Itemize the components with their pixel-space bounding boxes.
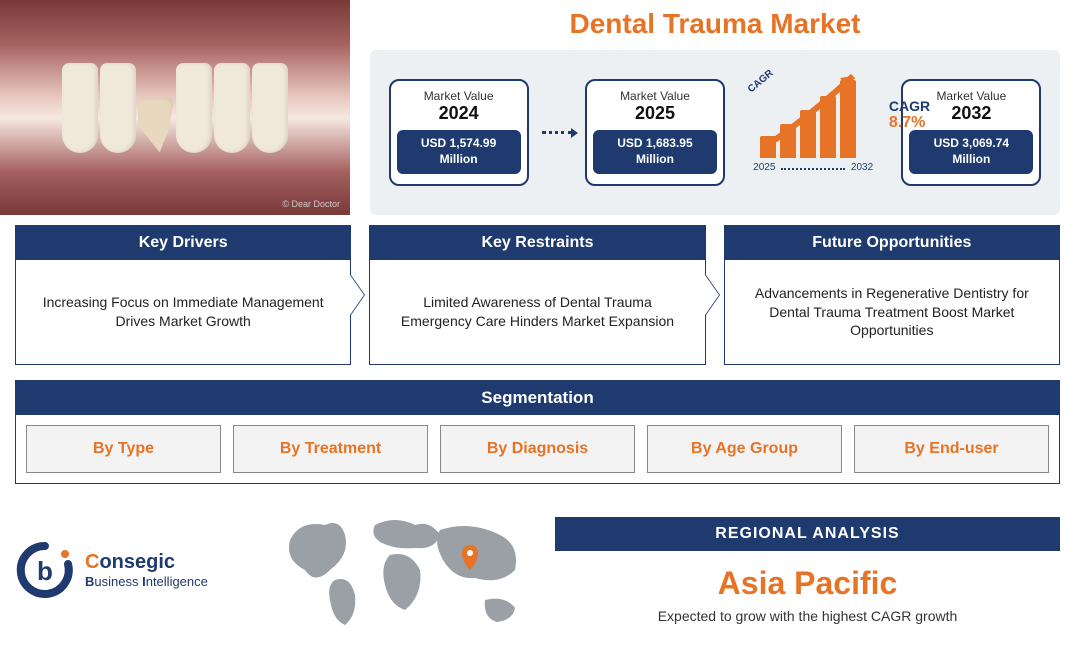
cagr-label: CAGR 8.7% <box>889 98 930 132</box>
panel-body: Limited Awareness of Dental Trauma Emerg… <box>370 260 704 364</box>
logo-line2-r1: usiness <box>94 574 142 589</box>
logo-word1-c: C <box>85 551 99 573</box>
dotted-connector <box>542 131 572 134</box>
info-panels-row: Key Drivers Increasing Focus on Immediat… <box>15 225 1060 365</box>
image-credit: © Dear Doctor <box>282 199 340 209</box>
broken-tooth <box>138 98 174 153</box>
seg-item-end-user: By End-user <box>854 425 1049 473</box>
mv-label: Market Value <box>397 89 521 103</box>
panel-future-opportunities: Future Opportunities Advancements in Reg… <box>724 225 1060 365</box>
mv-year: 2025 <box>593 103 717 124</box>
world-map-icon <box>275 500 535 640</box>
logo-line2-b1: B <box>85 574 94 589</box>
world-map <box>275 490 535 650</box>
segmentation-block: Segmentation By Type By Treatment By Dia… <box>15 380 1060 484</box>
cagr-year-end: 2032 <box>851 162 873 173</box>
cagr-bar-chart <box>758 68 868 158</box>
panel-body: Advancements in Regenerative Dentistry f… <box>725 260 1059 364</box>
panel-key-drivers: Key Drivers Increasing Focus on Immediat… <box>15 225 351 365</box>
panel-head: Future Opportunities <box>725 226 1059 260</box>
mv-value: USD 1,574.99 Million <box>397 130 521 173</box>
hero-dental-image: © Dear Doctor <box>0 0 350 215</box>
panel-key-restraints: Key Restraints Limited Awareness of Dent… <box>369 225 705 365</box>
logo-mark-icon: b <box>15 540 75 600</box>
tooth <box>62 63 98 153</box>
panel-body: Increasing Focus on Immediate Management… <box>16 260 350 364</box>
market-value-band: Market Value 2024 USD 1,574.99 Million M… <box>370 50 1060 215</box>
regional-head: REGIONAL ANALYSIS <box>555 517 1060 551</box>
teeth-illustration <box>62 63 288 153</box>
cagr-text: CAGR <box>889 98 930 114</box>
bottom-row: b Consegic Business Intelligence <box>15 490 1060 650</box>
regional-analysis-block: REGIONAL ANALYSIS Asia Pacific Expected … <box>555 490 1060 650</box>
page-title: Dental Trauma Market <box>370 8 1060 40</box>
tooth <box>214 63 250 153</box>
panel-head: Key Drivers <box>16 226 350 260</box>
cagr-year-axis: 2025 2032 <box>753 162 873 173</box>
cagr-year-line <box>781 168 845 173</box>
page-title-block: Dental Trauma Market <box>370 8 1060 40</box>
seg-item-age-group: By Age Group <box>647 425 842 473</box>
svg-text:b: b <box>37 556 53 586</box>
cagr-year-start: 2025 <box>753 162 775 173</box>
tooth <box>176 63 212 153</box>
cagr-chart-block: CAGR CAGR 8.7% 2025 2032 <box>738 68 888 198</box>
seg-item-treatment: By Treatment <box>233 425 428 473</box>
segmentation-row: By Type By Treatment By Diagnosis By Age… <box>16 415 1059 483</box>
market-value-card-2032: Market Value 2032 USD 3,069.74 Million <box>901 79 1041 185</box>
seg-item-type: By Type <box>26 425 221 473</box>
mv-value: USD 1,683.95 Million <box>593 130 717 173</box>
seg-item-diagnosis: By Diagnosis <box>440 425 635 473</box>
logo-word1-rest: onsegic <box>99 551 175 573</box>
tooth <box>252 63 288 153</box>
logo-text: Consegic Business Intelligence <box>85 551 208 589</box>
tooth <box>100 63 136 153</box>
regional-main: Asia Pacific <box>555 565 1060 602</box>
brand-logo: b Consegic Business Intelligence <box>15 490 255 650</box>
mv-value: USD 3,069.74 Million <box>909 130 1033 173</box>
segmentation-title: Segmentation <box>16 381 1059 415</box>
logo-line2-r2: ntelligence <box>146 574 208 589</box>
regional-sub: Expected to grow with the highest CAGR g… <box>555 608 1060 624</box>
mv-year: 2024 <box>397 103 521 124</box>
market-value-card-2024: Market Value 2024 USD 1,574.99 Million <box>389 79 529 185</box>
cagr-value: 8.7% <box>889 114 930 132</box>
mv-label: Market Value <box>593 89 717 103</box>
market-value-card-2025: Market Value 2025 USD 1,683.95 Million <box>585 79 725 185</box>
panel-head: Key Restraints <box>370 226 704 260</box>
